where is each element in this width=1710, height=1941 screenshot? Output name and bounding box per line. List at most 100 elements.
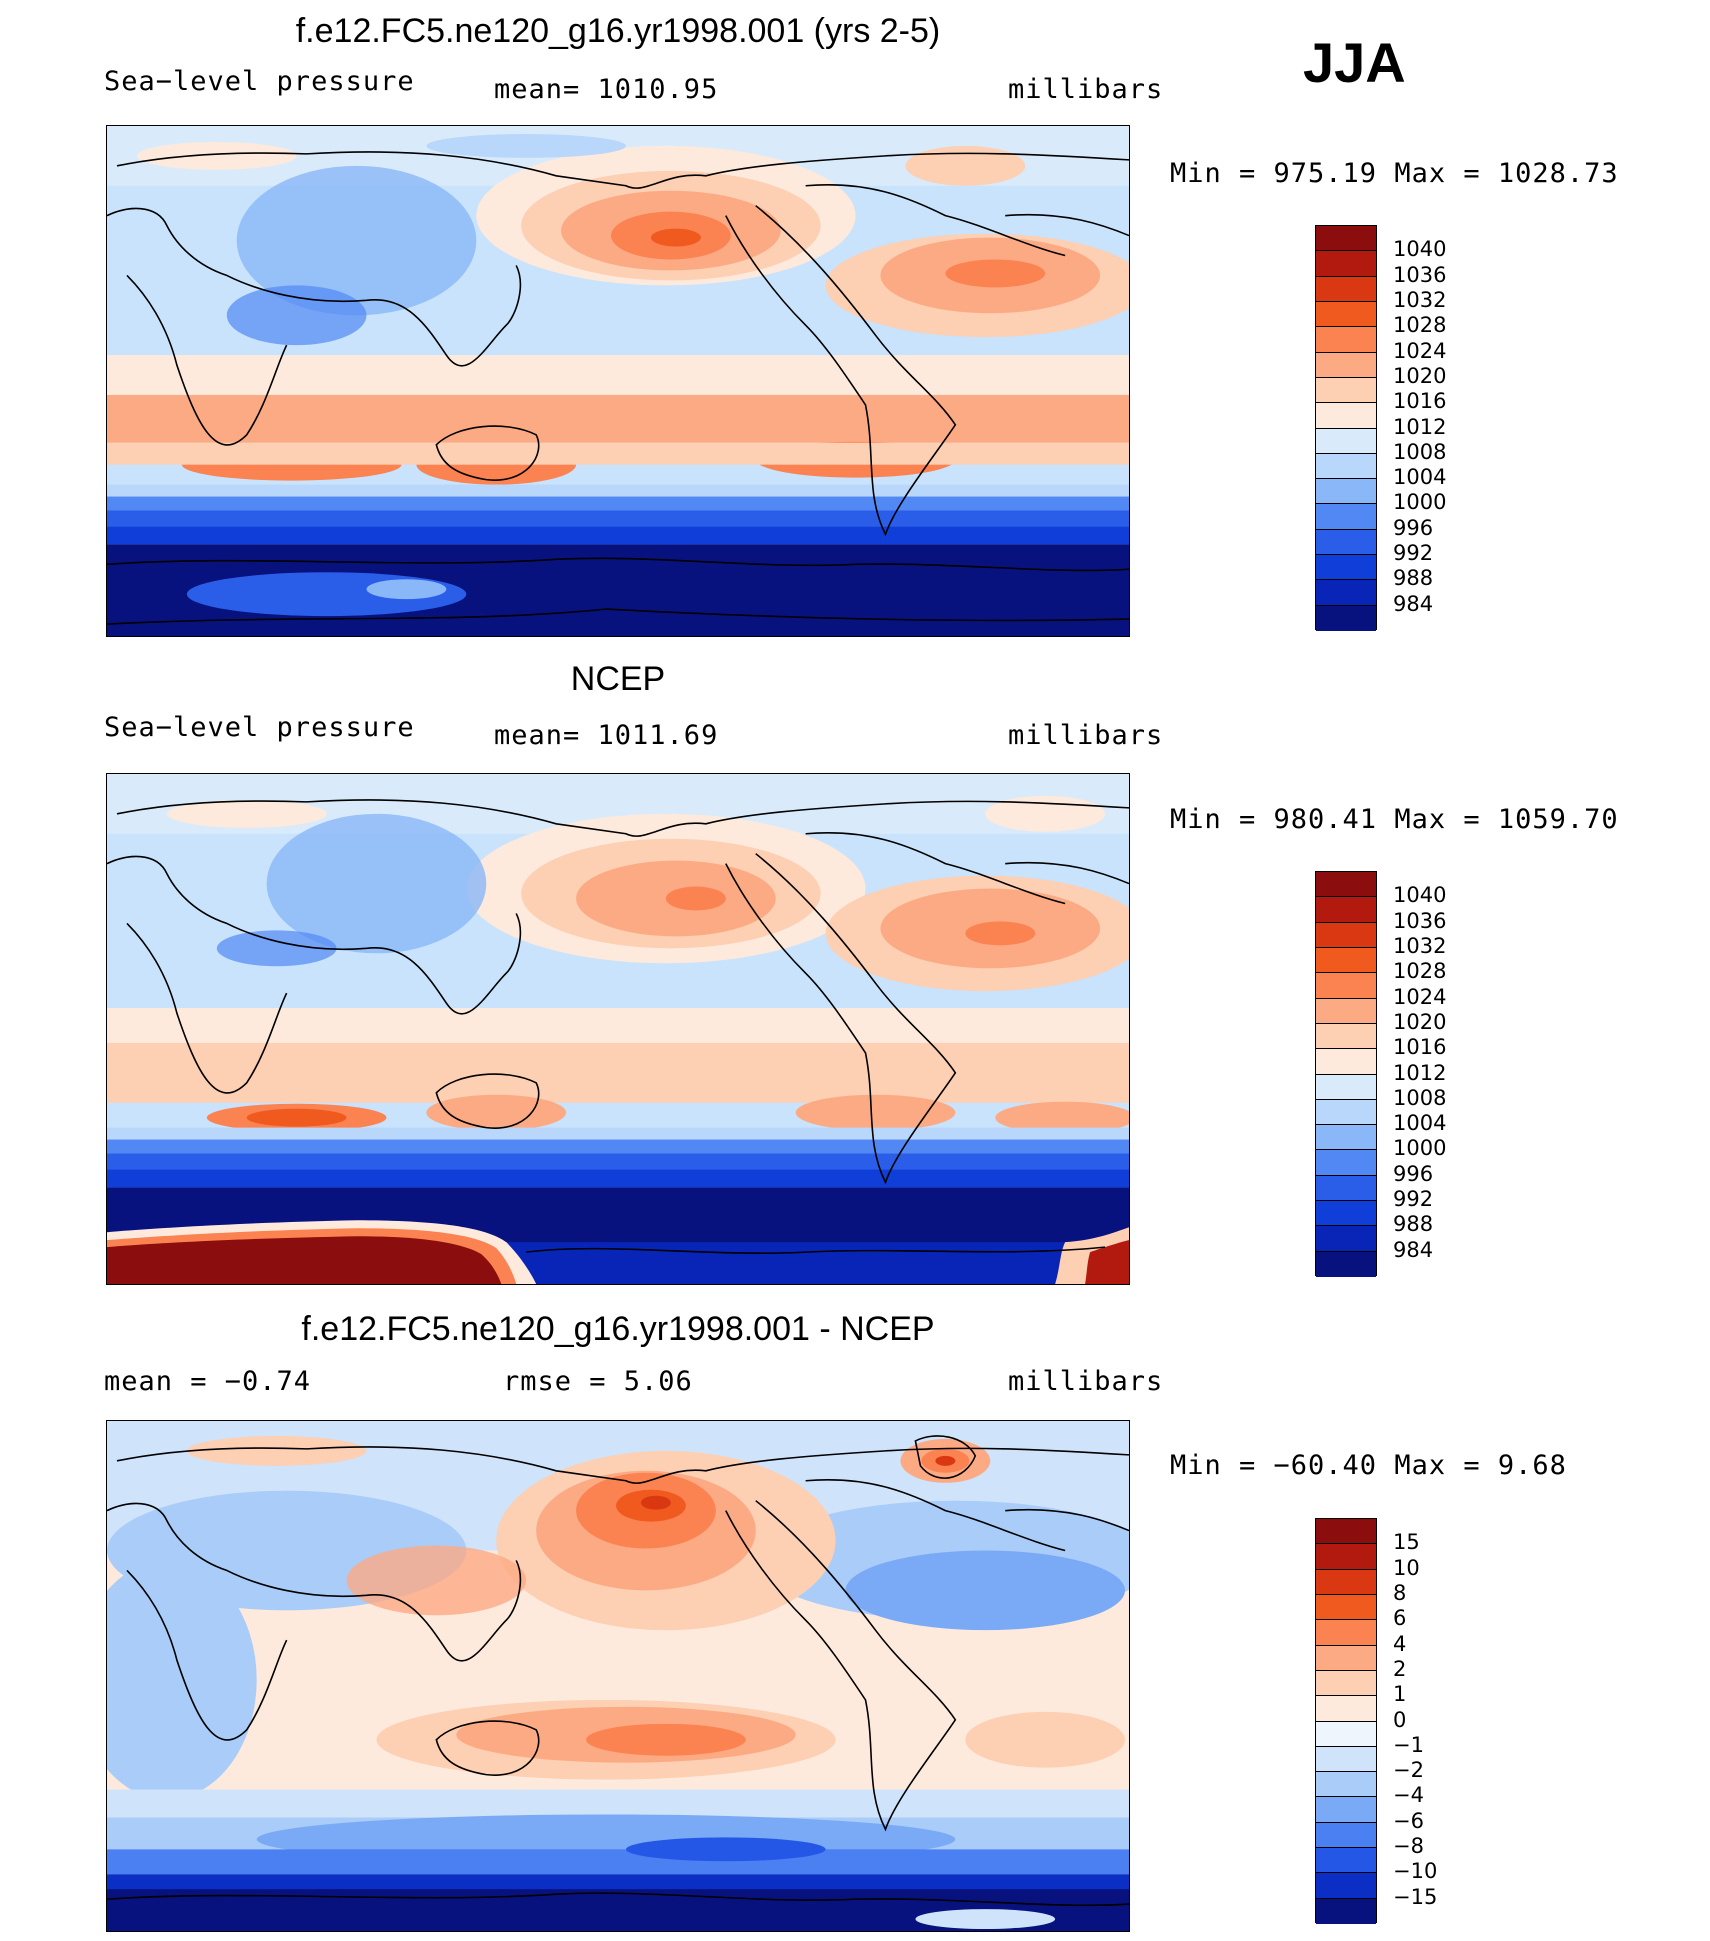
colorbar-swatch [1316,580,1376,606]
panel-3-rmse-label: rmse = 5.06 [503,1366,693,1397]
colorbar-tick-label: −15 [1393,1884,1438,1909]
colorbar-tick-label: 1012 [1393,1060,1447,1085]
panel-3-units-label: millibars [1008,1366,1164,1397]
colorbar-swatch [1316,1125,1376,1151]
colorbar-swatch [1316,403,1376,429]
colorbar-swatch [1316,1226,1376,1252]
colorbar-tick-label: 992 [1393,1187,1434,1212]
panel-1-colorbar [1315,225,1377,631]
panel-2-map [106,773,1130,1285]
colorbar-tick-label: 1032 [1393,933,1447,958]
colorbar-tick-label: −10 [1393,1859,1438,1884]
panel-2-mean-label: mean= 1011.69 [494,720,719,751]
colorbar-swatch [1316,1645,1376,1671]
colorbar-tick-label: 996 [1393,1161,1434,1186]
colorbar-swatch [1316,1696,1376,1722]
colorbar-swatch [1316,1150,1376,1176]
colorbar-swatch [1316,947,1376,974]
colorbar-swatch [1316,1074,1376,1100]
colorbar-swatch [1316,352,1376,378]
panel-2-contour-field [107,774,1129,1284]
colorbar-tick-label: 1036 [1393,262,1447,287]
colorbar-tick-label: 1040 [1393,883,1447,908]
colorbar-tick-label: 1040 [1393,237,1447,262]
colorbar-swatch [1316,1099,1376,1126]
colorbar-tick-label: −2 [1393,1758,1424,1783]
panel-2-title: NCEP [570,660,666,698]
colorbar-tick-label: 1000 [1393,490,1447,515]
colorbar-swatch [1316,529,1376,556]
panel-3-map [106,1420,1130,1932]
season-label: JJA [1303,31,1406,94]
colorbar-swatch [1316,1251,1376,1277]
panel-3-title: f.e12.FC5.ne120_g16.yr1998.001 - NCEP [301,1310,935,1348]
colorbar-swatch [1316,1594,1376,1621]
colorbar-tick-label: 1036 [1393,908,1447,933]
colorbar-tick-label: 1008 [1393,1085,1447,1110]
colorbar-tick-label: −6 [1393,1808,1424,1833]
panel-2-units-label: millibars [1008,720,1164,751]
colorbar-tick-label: 1000 [1393,1136,1447,1161]
colorbar-tick-label: −1 [1393,1732,1424,1757]
panel-3-contour-field [107,1421,1129,1931]
colorbar-swatch [1316,301,1376,328]
colorbar-swatch [1316,1620,1376,1646]
colorbar-tick-label: 1016 [1393,1035,1447,1060]
colorbar-tick-label: 1024 [1393,338,1447,363]
colorbar-swatch [1316,555,1376,581]
colorbar-tick-label: 4 [1393,1631,1407,1656]
colorbar-swatch [1316,897,1376,923]
colorbar-tick-label: 988 [1393,566,1434,591]
colorbar-tick-label: −4 [1393,1783,1424,1808]
colorbar-swatch [1316,1569,1376,1595]
panel-1-title: f.e12.FC5.ne120_g16.yr1998.001 (yrs 2-5) [295,12,941,50]
colorbar-tick-label: 15 [1393,1530,1420,1555]
panel-2-colorbar [1315,871,1377,1277]
colorbar-swatch [1316,428,1376,454]
colorbar-swatch [1316,226,1376,252]
colorbar-tick-label: 992 [1393,541,1434,566]
colorbar-swatch [1316,1175,1376,1202]
colorbar-swatch [1316,1049,1376,1075]
colorbar-tick-label: 984 [1393,591,1434,616]
panel-1-units-label: millibars [1008,74,1164,105]
colorbar-swatch [1316,973,1376,999]
colorbar-tick-label: 1016 [1393,389,1447,414]
colorbar-tick-label: 1008 [1393,439,1447,464]
colorbar-swatch [1316,1544,1376,1570]
colorbar-swatch [1316,1721,1376,1747]
colorbar-swatch [1316,504,1376,530]
colorbar-swatch [1316,251,1376,277]
colorbar-swatch [1316,377,1376,404]
colorbar-swatch [1316,605,1376,631]
colorbar-swatch [1316,1822,1376,1849]
colorbar-tick-label: 1024 [1393,984,1447,1009]
colorbar-tick-label: 1020 [1393,363,1447,388]
colorbar-tick-label: 996 [1393,515,1434,540]
colorbar-swatch [1316,1873,1376,1899]
panel-1-mean-label: mean= 1010.95 [494,74,719,105]
colorbar-tick-label: 1032 [1393,287,1447,312]
panel-1-contour-field [107,126,1129,636]
colorbar-swatch [1316,1519,1376,1545]
colorbar-swatch [1316,479,1376,505]
colorbar-tick-label: 988 [1393,1212,1434,1237]
colorbar-swatch [1316,998,1376,1024]
colorbar-tick-label: 1020 [1393,1009,1447,1034]
colorbar-swatch [1316,327,1376,353]
panel-3-mean-label: mean = −0.74 [104,1366,312,1397]
panel-2-variable-label: Sea−level pressure [104,712,415,743]
colorbar-tick-label: 10 [1393,1555,1420,1580]
colorbar-swatch [1316,1023,1376,1050]
colorbar-tick-label: −8 [1393,1834,1424,1859]
colorbar-swatch [1316,1797,1376,1823]
colorbar-swatch [1316,1772,1376,1798]
colorbar-swatch [1316,1746,1376,1773]
panel-2-minmax: Min = 980.41 Max = 1059.70 [1170,804,1619,835]
panel-3-minmax: Min = −60.40 Max = 9.68 [1170,1450,1567,1481]
colorbar-tick-label: 8 [1393,1580,1407,1605]
colorbar-swatch [1316,872,1376,898]
colorbar-swatch [1316,922,1376,948]
colorbar-tick-label: 1028 [1393,313,1447,338]
panel-1-map [106,125,1130,637]
